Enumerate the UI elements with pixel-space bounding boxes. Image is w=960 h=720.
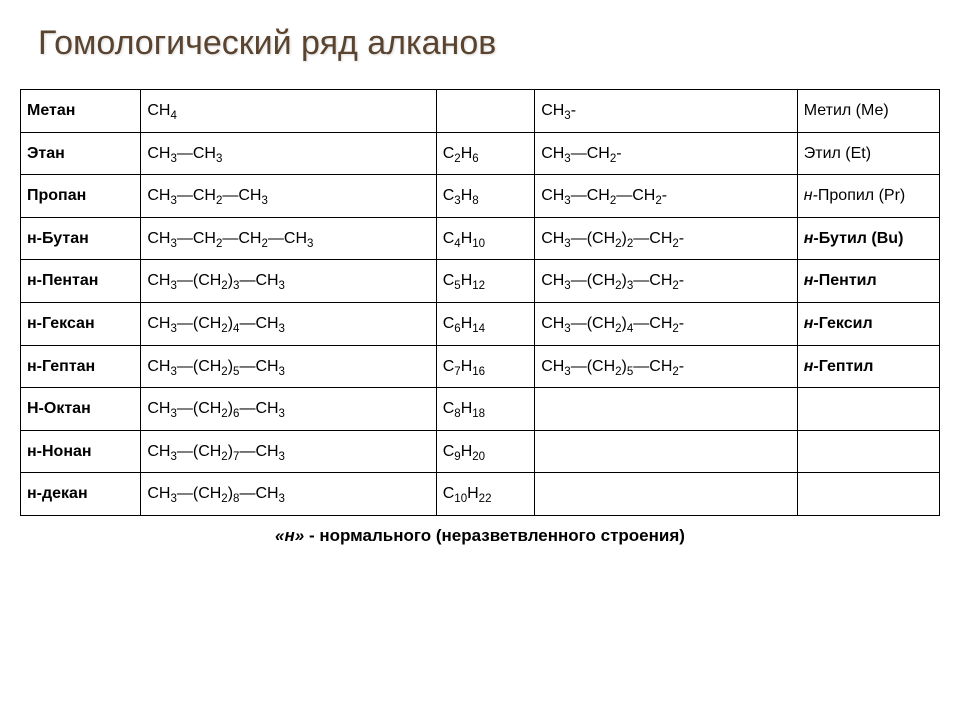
footnote-rest: - нормального (неразветвленного строения… [304,526,685,545]
radical-formula [535,430,798,473]
radical-formula: СН3—(СН2)2—СН2- [535,217,798,260]
radical-name: н-Бутил (Bu) [797,217,939,260]
structural-formula: СН3—(СН2)3—СН3 [141,260,436,303]
footnote-prefix: «н» [275,526,304,545]
radical-formula [535,388,798,431]
structural-formula: СН3—(СН2)4—СН3 [141,302,436,345]
structural-formula: СН3—(СН2)7—СН3 [141,430,436,473]
molecular-formula: С10Н22 [436,473,534,516]
structural-formula: СН3—(СН2)8—СН3 [141,473,436,516]
radical-formula: СН3—(СН2)3—СН2- [535,260,798,303]
alkane-name: н-Пентан [21,260,141,303]
structural-formula: СН3—СН3 [141,132,436,175]
structural-formula: СН3—(СН2)6—СН3 [141,388,436,431]
table-row: МетанСН4 СН3-Метил (Ме) [21,90,940,133]
table-row: н-ПентанСН3—(СН2)3—СН3С5Н12СН3—(СН2)3—СН… [21,260,940,303]
alkane-name: н-декан [21,473,141,516]
table-row: н-НонанСН3—(СН2)7—СН3С9Н20 [21,430,940,473]
radical-formula: СН3—(СН2)4—СН2- [535,302,798,345]
radical-formula: СН3—СН2- [535,132,798,175]
radical-name [797,473,939,516]
radical-name [797,430,939,473]
molecular-formula [436,90,534,133]
alkanes-table: МетанСН4СН3-Метил (Ме)ЭтанСН3—СН3С2Н6СН3… [20,89,940,516]
molecular-formula: С5Н12 [436,260,534,303]
alkane-name: Пропан [21,175,141,218]
radical-formula: СН3—(СН2)5—СН2- [535,345,798,388]
radical-name: Этил (Et) [797,132,939,175]
radical-formula [535,473,798,516]
molecular-formula: С6Н14 [436,302,534,345]
table-row: ПропанСН3—СН2—СН3С3Н8СН3—СН2—СН2-н-Пропи… [21,175,940,218]
structural-formula: СН3—СН2—СН2—СН3 [141,217,436,260]
alkane-name: Этан [21,132,141,175]
radical-name: н-Пропил (Pr) [797,175,939,218]
radical-name: н-Гептил [797,345,939,388]
structural-formula: СН4 [141,90,436,133]
radical-name [797,388,939,431]
molecular-formula: С7Н16 [436,345,534,388]
radical-name: н-Пентил [797,260,939,303]
page-title: Гомологический ряд алканов [38,24,940,63]
structural-formula: СН3—СН2—СН3 [141,175,436,218]
radical-formula: СН3—СН2—СН2- [535,175,798,218]
table-row: н-ГексанСН3—(СН2)4—СН3С6Н14СН3—(СН2)4—СН… [21,302,940,345]
molecular-formula: С4Н10 [436,217,534,260]
radical-formula: СН3- [535,90,798,133]
radical-name: н-Гексил [797,302,939,345]
molecular-formula: С2Н6 [436,132,534,175]
alkane-name: Метан [21,90,141,133]
table-row: н-ГептанСН3—(СН2)5—СН3С7Н16СН3—(СН2)5—СН… [21,345,940,388]
table-row: н-БутанСН3—СН2—СН2—СН3С4Н10СН3—(СН2)2—СН… [21,217,940,260]
molecular-formula: С8Н18 [436,388,534,431]
alkane-name: н-Бутан [21,217,141,260]
footnote: «н» - нормального (неразветвленного стро… [20,526,940,546]
alkane-name: н-Гексан [21,302,141,345]
structural-formula: СН3—(СН2)5—СН3 [141,345,436,388]
table-row: н-деканСН3—(СН2)8—СН3С10Н22 [21,473,940,516]
alkane-name: Н-Октан [21,388,141,431]
molecular-formula: С9Н20 [436,430,534,473]
alkane-name: н-Гептан [21,345,141,388]
alkane-name: н-Нонан [21,430,141,473]
radical-name: Метил (Ме) [797,90,939,133]
table-row: Н-ОктанСН3—(СН2)6—СН3С8Н18 [21,388,940,431]
molecular-formula: С3Н8 [436,175,534,218]
table-row: ЭтанСН3—СН3С2Н6СН3—СН2-Этил (Et) [21,132,940,175]
